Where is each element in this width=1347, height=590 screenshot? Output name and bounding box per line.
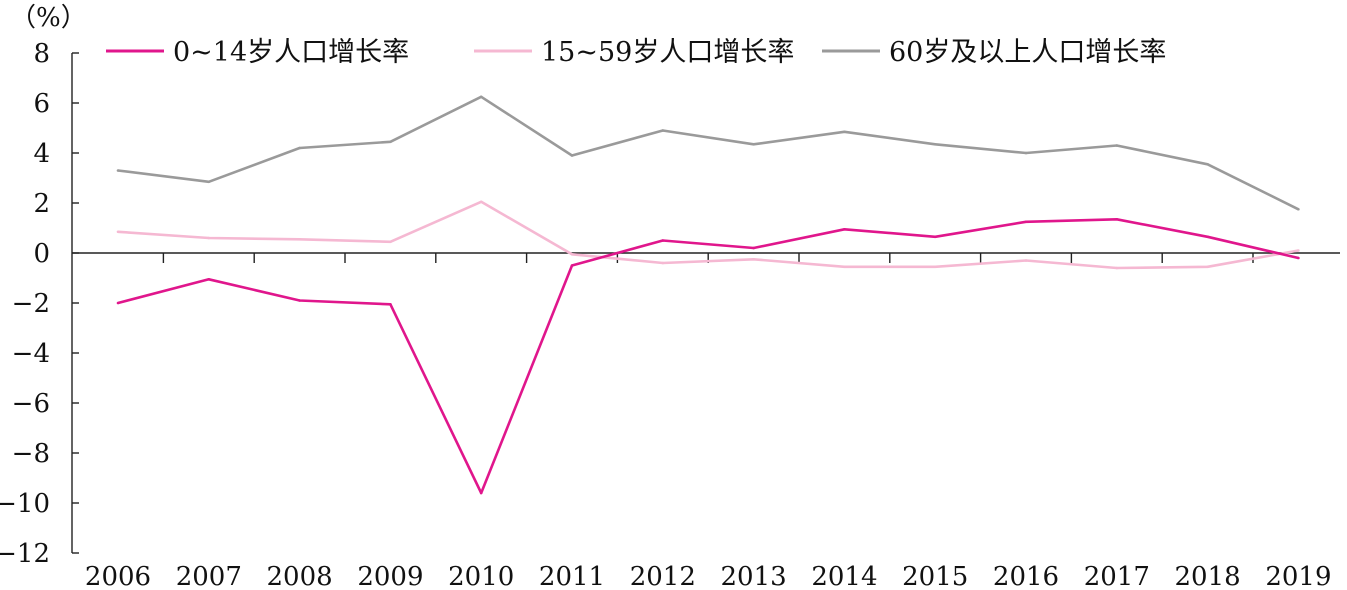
- legend-item-0: 0~14岁人口增长率: [106, 37, 409, 68]
- legend-label: 0~14岁人口增长率: [173, 37, 409, 68]
- y-unit-label: （%）: [10, 3, 87, 33]
- x-tick-label: 2016: [993, 562, 1059, 590]
- data-point-1: [661, 261, 665, 265]
- x-tick-label: 2018: [1175, 562, 1241, 590]
- data-point-2: [752, 142, 755, 146]
- x-tick-label: 2006: [85, 562, 151, 590]
- data-point-1: [116, 230, 120, 234]
- x-tick-label: 2010: [448, 562, 514, 590]
- y-tick-label: 4: [33, 139, 50, 169]
- data-point-2: [661, 129, 665, 132]
- y-tick-label: −8: [12, 439, 50, 469]
- x-tick-label: 2008: [267, 562, 333, 590]
- data-point-1: [207, 236, 211, 240]
- y-tick-label: −12: [0, 539, 50, 569]
- data-point-0: [570, 264, 574, 267]
- data-point-0: [298, 299, 301, 302]
- data-point-1: [1297, 249, 1300, 252]
- x-tick-label: 2007: [176, 562, 242, 590]
- x-tick-label: 2017: [1084, 562, 1150, 590]
- x-tick-label: 2013: [721, 562, 787, 590]
- series-line-2: [117, 95, 1299, 211]
- x-tick-label: 2019: [1265, 562, 1331, 590]
- data-point-1: [1206, 265, 1209, 269]
- legend-item-2: 60岁及以上人口增长率: [822, 37, 1166, 68]
- data-point-0: [389, 302, 392, 306]
- data-point-0: [1024, 220, 1028, 224]
- x-tick-label: 2011: [539, 562, 605, 590]
- series-layer: [116, 95, 1300, 495]
- data-point-0: [752, 246, 755, 250]
- data-point-2: [298, 146, 301, 150]
- y-tick-label: 2: [33, 189, 50, 219]
- series-line-1: [117, 200, 1299, 270]
- data-point-2: [843, 130, 846, 134]
- data-point-0: [1297, 256, 1300, 260]
- data-point-2: [389, 140, 392, 144]
- data-point-2: [1024, 151, 1028, 155]
- x-tick-labels: 2006 2007 2008 2009 2010 2011 2012 2013 2014 2015…: [85, 562, 1332, 590]
- data-point-0: [1115, 217, 1119, 221]
- data-point-1: [1115, 266, 1119, 270]
- data-point-1: [933, 265, 937, 269]
- y-tick-label: −2: [12, 289, 50, 319]
- y-tick-label: 0: [33, 239, 50, 269]
- x-tick-label: 2009: [357, 562, 423, 590]
- legend-label: 60岁及以上人口增长率: [889, 37, 1166, 68]
- y-tick-label: 8: [33, 39, 50, 69]
- data-point-0: [843, 227, 846, 231]
- axes: [71, 52, 1340, 554]
- data-point-0: [207, 277, 211, 281]
- data-point-2: [116, 169, 120, 172]
- data-point-0: [933, 235, 937, 239]
- data-point-2: [207, 180, 211, 184]
- x-tick-label: 2012: [630, 562, 696, 590]
- legend-label: 15~59岁人口增长率: [541, 37, 794, 68]
- data-point-0: [1206, 235, 1209, 239]
- data-point-1: [479, 200, 483, 204]
- data-point-0: [661, 239, 665, 242]
- y-tick-label: −4: [12, 339, 50, 369]
- x-tick-label: 2014: [811, 562, 877, 590]
- y-tick-labels: 8 6 4 2 0 −2 −4 −6 −8 −10 −12: [0, 39, 50, 569]
- legend: 0~14岁人口增长率 15~59岁人口增长率 60岁及以上人口增长率: [106, 37, 1166, 68]
- data-point-1: [1024, 259, 1028, 262]
- data-point-1: [298, 237, 301, 241]
- data-point-2: [570, 154, 574, 157]
- x-tick-label: 2015: [902, 562, 968, 590]
- data-point-1: [570, 252, 574, 256]
- data-point-1: [843, 265, 846, 269]
- data-point-1: [389, 240, 392, 244]
- y-tick-label: −10: [0, 489, 50, 519]
- data-point-2: [933, 142, 937, 146]
- data-point-2: [1206, 162, 1209, 166]
- data-point-2: [1297, 207, 1300, 211]
- y-tick-label: −6: [12, 389, 50, 419]
- data-point-2: [479, 95, 483, 99]
- data-point-2: [1115, 144, 1119, 147]
- data-point-0: [479, 491, 483, 495]
- series-line-0: [117, 218, 1299, 495]
- y-tick-label: 6: [33, 89, 50, 119]
- data-point-0: [116, 301, 120, 305]
- data-point-1: [752, 257, 755, 261]
- legend-item-1: 15~59岁人口增长率: [474, 37, 794, 68]
